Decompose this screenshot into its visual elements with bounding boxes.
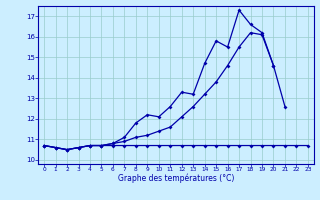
X-axis label: Graphe des températures (°C): Graphe des températures (°C)	[118, 174, 234, 183]
